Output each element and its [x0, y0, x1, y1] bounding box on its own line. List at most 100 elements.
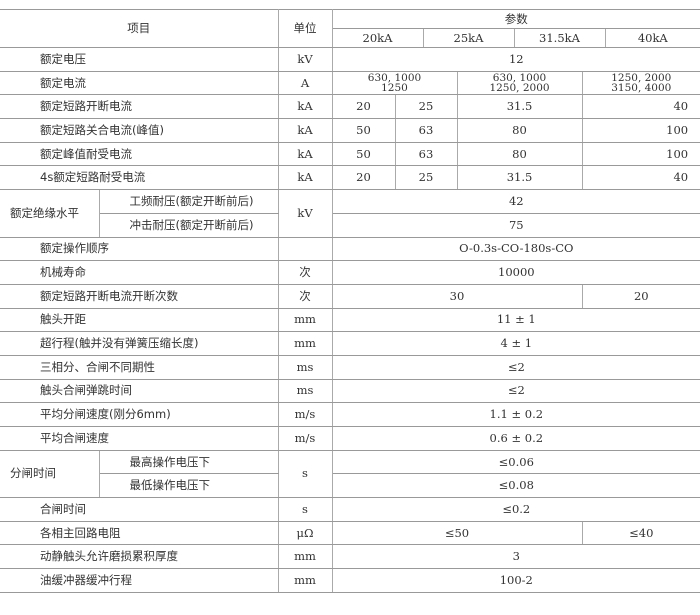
value-cell: 63 [394, 118, 458, 143]
item-label: 额定电流 [0, 70, 279, 96]
value-cell: ≤50 [331, 520, 583, 546]
header-params: 参数 [331, 9, 700, 29]
table-row: 动静触头允许磨损累积厚度 mm 3 [0, 544, 700, 570]
rating-40ka: 40kA [604, 28, 700, 48]
rating-31-5ka: 31.5kA [513, 28, 606, 48]
value-cell: 630, 1000 1250, 2000 [456, 70, 583, 96]
sub-item-label: 最低操作电压下 [98, 473, 279, 499]
value-cell: 80 [456, 141, 583, 167]
value-cell: 50 [331, 118, 396, 143]
item-label: 平均分闸速度(刚分6mm) [0, 402, 279, 427]
unit-cell: kV [277, 47, 333, 72]
item-label: 三相分、合闸不同期性 [0, 354, 279, 380]
group-label: 分闸时间 [0, 449, 100, 499]
item-label: 触头开距 [0, 307, 279, 333]
value-cell: ≤2 [331, 378, 700, 404]
table-row: 额定电流 A 630, 1000 1250 630, 1000 1250, 2000 125… [0, 70, 700, 96]
table-row: 超行程(触并没有弹簧压缩长度) mm 4 ± 1 [0, 331, 700, 356]
value-cell: 20 [331, 94, 396, 120]
value-line: 1250 [381, 82, 408, 95]
value-cell: 3 [331, 544, 700, 570]
value-cell: 80 [456, 118, 583, 143]
value-cell: ≤0.06 [331, 449, 700, 475]
table-row: 额定电压 kV 12 [0, 47, 700, 72]
value-cell: 1.1 ± 0.2 [331, 402, 700, 427]
table-row: 额定短路开断电流开断次数次 30 20 [0, 283, 700, 309]
spec-table: 项目 单位 参数 20kA 25kA 31.5kA 40kA 额定电压 kV 12 额… [0, 9, 700, 593]
value-line: 1250, 2000 [489, 82, 550, 95]
value-cell: 75 [331, 212, 700, 238]
item-label: 各相主回路电阻 [0, 520, 279, 546]
value-cell: 12 [331, 47, 700, 72]
table-row: 合闸时间 s ≤0.2 [0, 497, 700, 522]
sub-item-label: 冲击耐压(额定开断前后) [98, 212, 279, 238]
header-row: 项目 单位 参数 [0, 9, 700, 48]
item-label: 额定短路开断电流开断次数 [0, 283, 279, 309]
item-label: 动静触头允许磨损累积厚度 [0, 544, 279, 570]
table-row: 平均合闸速度 m/s 0.6 ± 0.2 [0, 426, 700, 451]
unit-cell: A [277, 70, 333, 96]
unit-cell: kA [277, 94, 333, 120]
item-label: 额定电压 [0, 47, 279, 72]
value-cell: 630, 1000 1250 [331, 70, 458, 96]
table-row: 油缓冲器缓冲行程 mm 100-2 [0, 568, 700, 593]
value-line: 3150, 4000 [611, 82, 672, 95]
unit-cell: mm [277, 568, 333, 593]
value-cell: 31.5 [456, 165, 583, 191]
value-cell: ≤0.08 [331, 473, 700, 499]
table-row: 4s额定短路耐受电流 kA 20 25 31.5 40 [0, 165, 700, 191]
table-row: 额定绝缘水平 工频耐压(额定开断前后) kV 42 [0, 189, 700, 238]
header-unit: 单位 [277, 9, 333, 48]
header-item: 项目 [0, 9, 279, 48]
table-row: 分闸时间 最高操作电压下 s ≤0.06 [0, 449, 700, 499]
sub-item-label: 工频耐压(额定开断前后) [98, 189, 279, 214]
unit-cell: ms [277, 378, 333, 404]
unit-cell: kA [277, 118, 333, 143]
value-line: 630, 1000 [367, 72, 422, 85]
value-cell: O-0.3s-CO-180s-CO [331, 236, 700, 262]
table-row: 额定峰值耐受电流 kA 50 63 80 100 [0, 141, 700, 167]
item-label: 额定操作顺序 [0, 236, 279, 262]
table-row: 三相分、合闸不同期性 ms ≤2 [0, 354, 700, 380]
value-cell: ≤2 [331, 354, 700, 380]
rating-20ka: 20kA [331, 28, 424, 48]
unit-cell: ms [277, 354, 333, 380]
value-cell: 40 [581, 165, 700, 191]
unit-cell: kA [277, 165, 333, 191]
table-row: 额定短路开断电流 kA 20 25 31.5 40 [0, 94, 700, 120]
value-cell: 1250, 2000 3150, 4000 [581, 70, 700, 96]
value-cell: 30 [331, 283, 583, 309]
table-row: 各相主回路电阻 μΩ ≤50 ≤40 [0, 520, 700, 546]
table-row: 触头开距 mm 11 ± 1 [0, 307, 700, 333]
value-cell: 31.5 [456, 94, 583, 120]
sub-item-label: 最高操作电压下 [98, 449, 279, 475]
value-cell: ≤40 [581, 520, 700, 546]
value-cell: 0.6 ± 0.2 [331, 426, 700, 451]
unit-cell: 次 [277, 283, 333, 309]
item-label: 额定短路开断电流 [0, 94, 279, 120]
group-label: 额定绝缘水平 [0, 189, 100, 238]
rating-25ka: 25kA [422, 28, 515, 48]
item-label: 额定短路关合电流(峰值) [0, 118, 279, 143]
value-cell: ≤0.2 [331, 497, 700, 522]
unit-cell: μΩ [277, 520, 333, 546]
value-line: 630, 1000 [492, 72, 547, 85]
unit-cell: kA [277, 141, 333, 167]
item-label: 油缓冲器缓冲行程 [0, 568, 279, 593]
table-row: 额定短路关合电流(峰值) kA 50 63 80 100 [0, 118, 700, 143]
item-label: 平均合闸速度 [0, 426, 279, 451]
value-cell: 100 [581, 118, 700, 143]
table-row: 额定操作顺序 O-0.3s-CO-180s-CO [0, 236, 700, 262]
value-cell: 25 [394, 94, 458, 120]
value-cell: 20 [331, 165, 396, 191]
item-label: 额定峰值耐受电流 [0, 141, 279, 167]
unit-cell: s [277, 449, 333, 499]
table-row: 机械寿命次 10000 [0, 260, 700, 285]
value-cell: 63 [394, 141, 458, 167]
unit-cell: kV [277, 189, 333, 238]
header-ratings-row: 20kA 25kA 31.5kA 40kA [0, 28, 700, 48]
unit-cell: 次 [277, 260, 333, 285]
value-cell: 11 ± 1 [331, 307, 700, 333]
table-row: 触头合闸弹跳时间 ms ≤2 [0, 378, 700, 404]
value-cell: 100 [581, 141, 700, 167]
